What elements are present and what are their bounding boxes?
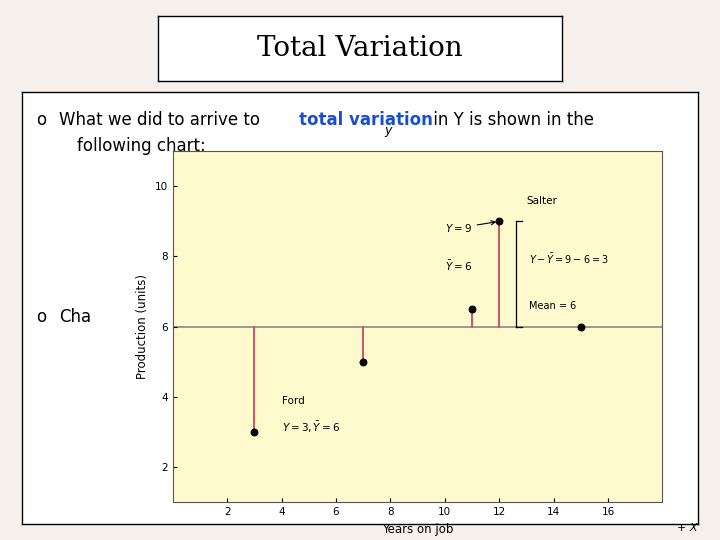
Y-axis label: Production (units): Production (units) (136, 274, 149, 379)
Text: Salter: Salter (526, 196, 557, 206)
Point (493, 217, 505, 226)
Text: $Y - \bar{Y} = 9 - 6 = 3$: $Y - \bar{Y} = 9 - 6 = 3$ (529, 252, 608, 266)
Point (248, 428, 260, 436)
Text: total variation: total variation (299, 111, 433, 129)
Text: $Y=3, \bar{Y}=6$: $Y=3, \bar{Y}=6$ (282, 420, 340, 435)
Text: Mean = 6: Mean = 6 (529, 301, 577, 311)
Point (575, 322, 587, 331)
Text: $\bar{Y}=6$: $\bar{Y}=6$ (445, 259, 472, 273)
Text: What we did to arrive to: What we did to arrive to (59, 111, 265, 129)
Text: Total Variation: Total Variation (257, 35, 463, 62)
Text: $Y=9$: $Y=9$ (445, 221, 495, 234)
Text: o: o (37, 111, 47, 129)
Text: Cha: Cha (59, 308, 91, 326)
Text: following chart:: following chart: (77, 137, 206, 155)
Point (357, 357, 369, 366)
X-axis label: Years on job: Years on job (382, 523, 454, 536)
Point (467, 305, 478, 313)
Text: y: y (384, 124, 392, 137)
Text: Ford: Ford (282, 396, 305, 406)
Text: in Y is shown in the: in Y is shown in the (428, 111, 594, 129)
Text: o: o (37, 308, 47, 326)
Text: + X: + X (677, 523, 698, 534)
